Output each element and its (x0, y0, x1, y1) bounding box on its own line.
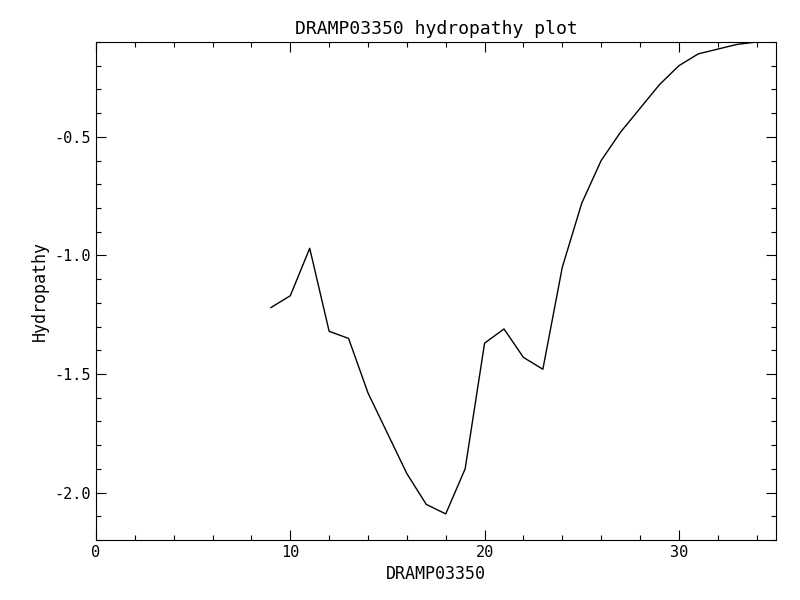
X-axis label: DRAMP03350: DRAMP03350 (386, 565, 486, 583)
Title: DRAMP03350 hydropathy plot: DRAMP03350 hydropathy plot (294, 20, 578, 38)
Y-axis label: Hydropathy: Hydropathy (31, 241, 49, 341)
